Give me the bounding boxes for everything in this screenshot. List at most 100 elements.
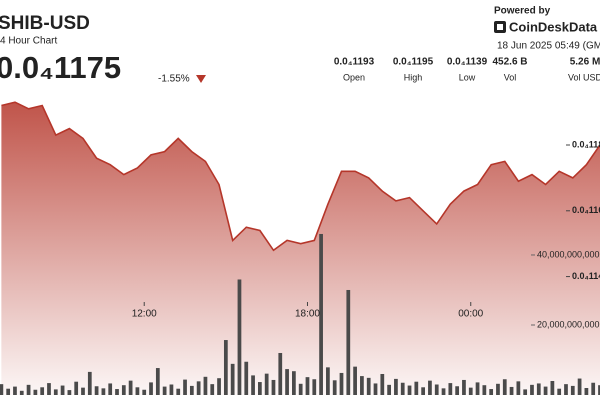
x-tick-label: 12:00 [132,309,157,320]
title: SHIB-USD [0,13,90,34]
volume-bar [81,387,85,395]
stat-value: 5.26 M [570,57,600,68]
volume-bar [380,373,385,395]
volume-bar [149,382,153,395]
volume-bar [115,389,119,395]
volume-bar [108,383,113,395]
volume-bar [373,383,378,395]
volume-bar [428,380,432,395]
volume-bar [394,378,398,395]
volume-bar [155,368,160,395]
volume-bar [366,377,371,395]
volume-bar [74,381,79,395]
volume-bar [564,384,568,395]
stat-label: Vol [504,72,517,82]
volume-bar [319,233,323,395]
volume-bar [448,383,453,395]
x-tick-label: 18:00 [295,309,320,320]
volume-bar [516,381,521,395]
volume-bar [19,390,24,395]
volume-bar [264,373,269,395]
volume-bar [353,366,357,395]
volume-bar [421,387,425,395]
volume-bar [557,388,562,395]
volume-bar [326,367,330,395]
volume-bar [6,388,11,395]
volume-bar [217,378,221,395]
volume-bar [230,363,235,395]
volume-bar [53,389,58,395]
volume-bar [570,385,575,395]
volume-bar [278,352,283,395]
volume-bar [468,387,473,395]
volume-bar [441,388,446,395]
down-arrow [196,75,206,83]
volume-bar [482,385,487,395]
volume-bar [509,386,514,395]
brand: CoinDeskData [509,19,598,34]
volume-bar [87,371,92,395]
volume-bar [33,389,38,395]
volume-bar [0,384,4,395]
volume-bar [292,371,296,395]
volume-bar [101,388,106,395]
volume-bar [400,382,405,395]
volume-bar [257,382,262,395]
volume-bar [577,378,582,395]
stat-label: High [404,72,423,82]
price-change: -1.55% [158,74,190,85]
brand-logo-inner [497,24,503,30]
powered-by: Powered by [494,6,551,17]
last-price: 0.0₄1175 [0,50,121,85]
stat-label: Vol USD [568,72,600,82]
volume-bar [523,389,528,395]
volume-bar [285,369,289,395]
volume-bar [455,386,460,395]
volume-bar [312,379,317,395]
volume-bar [332,380,337,395]
volume-bar [298,383,303,395]
volume-bar [142,389,147,395]
y2-tick-label: 20,000,000,000 [537,319,600,329]
volume-bar [271,379,276,395]
volume-bar [26,384,31,395]
volume-bar [183,379,187,395]
volume-bar [135,387,140,395]
stats: 0.0₄1193 Open 0.0₄1195 High 0.0₄1139 Low 452.6… [334,57,600,83]
volume-bar [407,385,412,395]
volume-bar [360,376,364,395]
volume-bar [598,385,600,395]
volume-bar [237,279,242,395]
volume-bar [40,387,45,395]
volume-bar [462,379,466,395]
volume-bar [196,381,201,395]
volume-bar [489,389,494,395]
volume-bar [536,383,541,395]
volume-bar [244,361,249,395]
volume-bar [13,386,17,395]
volume-bar [47,383,51,395]
y-tick-label: 0.0₄1180 [572,139,600,149]
volume-bar [543,386,548,395]
y-tick-label: 0.0₄1160 [572,205,600,215]
x-tick-label: 00:00 [458,309,483,320]
timestamp: 18 Jun 2025 05:49 (GMT [497,41,600,52]
volume-bar [60,385,65,395]
volume-bar [223,340,228,395]
stat-value: 0.0₄1193 [334,57,375,68]
price-line [1,101,600,252]
stat-label: Low [459,72,476,82]
price-area [1,102,600,395]
volume-bar [189,385,194,395]
volume-bar [251,375,255,395]
subtitle: 4 Hour Chart [0,36,57,47]
volume-bar [67,390,72,395]
stat-label: Open [343,72,365,82]
volume-bar [475,382,480,395]
volume-bar [502,379,507,395]
volume-bar [496,383,500,395]
